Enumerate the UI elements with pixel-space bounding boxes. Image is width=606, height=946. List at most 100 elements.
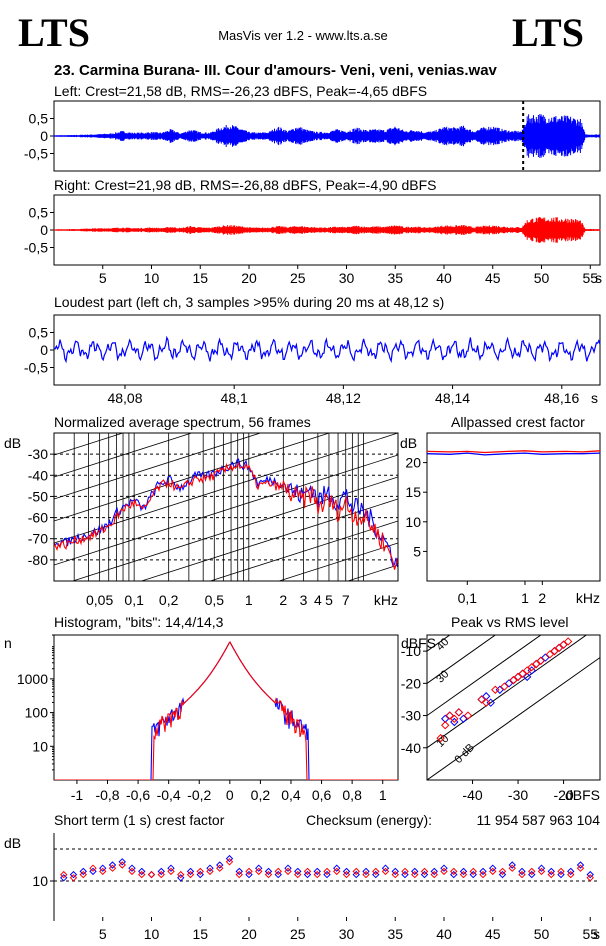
short-crest-point-right xyxy=(537,867,546,876)
left-channel-title: Left: Crest=21,58 dB, RMS=-26,23 dBFS, P… xyxy=(54,83,427,99)
short-crest-point-left xyxy=(303,870,312,879)
peak-rms-point-right xyxy=(559,640,568,649)
short-crest-point-left xyxy=(557,870,565,879)
left-channel-y-tick-label: -0,5 xyxy=(24,146,48,162)
right-channel-waveform xyxy=(53,217,601,243)
short-crest-point-left xyxy=(235,867,243,876)
peak-rms-x-tick-label: -40 xyxy=(462,787,482,803)
short-crest-point-left xyxy=(89,867,97,876)
peak-rms-point-right xyxy=(477,695,486,704)
short-crest-point-left xyxy=(99,864,107,872)
short-crest-point-right xyxy=(303,867,312,876)
short-crest-point-left xyxy=(518,867,526,876)
short-crest-point-right xyxy=(430,870,438,879)
spectrum-diag-line xyxy=(54,103,398,213)
spectrum-diag-line xyxy=(71,476,398,581)
peak-rms-point-right xyxy=(550,646,559,656)
left-channel-y-tick-label: 0 xyxy=(40,128,48,144)
short-crest-point-left xyxy=(450,870,458,879)
peak-rms-y-tick-label: -20 xyxy=(401,675,421,691)
logo-left: LTS xyxy=(18,10,90,55)
peak-rms-point-right xyxy=(500,682,509,691)
short-crest-x-tick-label: 5 xyxy=(99,926,107,942)
loudest-x-tick-label: 48,08 xyxy=(107,390,142,406)
short-crest-point-right xyxy=(479,870,487,879)
histogram-x-tick-label: -0,8 xyxy=(95,787,119,803)
short-crest-point-right xyxy=(128,867,136,876)
short-crest-point-left xyxy=(528,870,536,879)
peak-rms-point-right xyxy=(454,708,464,717)
short-crest-point-right xyxy=(440,867,448,876)
short-crest-point-left xyxy=(69,870,78,879)
peak-rms-y-tick-label: -10 xyxy=(401,643,421,659)
short-crest-point-right xyxy=(264,870,273,879)
short-crest-point-left xyxy=(225,854,234,863)
right-channel-x-tick-label: 20 xyxy=(241,270,257,286)
short-crest-point-left xyxy=(147,870,156,879)
short-crest-x-tick-label: 45 xyxy=(485,926,501,942)
short-crest-point-right xyxy=(352,867,360,876)
short-crest-point-left xyxy=(333,864,341,872)
short-crest-point-left xyxy=(186,867,195,876)
short-crest-y-unit: dB xyxy=(4,835,21,851)
short-crest-point-right xyxy=(245,867,253,876)
short-crest-point-right xyxy=(342,870,351,879)
peak-rms-x-tick-label: -20 xyxy=(553,787,573,803)
peak-rms-point-left xyxy=(541,653,550,662)
crest-line-label: 0 dB xyxy=(453,742,477,766)
short-crest-x-tick-label: 25 xyxy=(290,926,306,942)
short-crest-point-right xyxy=(313,870,321,879)
peak-rms-x-tick-label: -30 xyxy=(508,787,528,803)
histogram-x-tick-label: -0,6 xyxy=(126,787,150,803)
loudest-x-tick-label: 48,1 xyxy=(221,390,248,406)
crest-x-tick-label: 0,1 xyxy=(458,590,478,606)
crest-ref-line xyxy=(427,635,451,652)
short-crest-point-right xyxy=(576,864,585,872)
crest-x-unit: kHz xyxy=(576,590,600,606)
short-crest-point-left xyxy=(167,864,175,872)
spectrum-frame xyxy=(53,432,399,582)
short-crest-point-left xyxy=(196,870,204,879)
spectrum-diag-line xyxy=(277,542,398,581)
peak-rms-point-right xyxy=(532,659,541,669)
short-crest-point-right xyxy=(157,870,165,879)
crest-factor-series-right xyxy=(426,450,601,454)
short-crest-point-left xyxy=(118,858,126,866)
short-crest-point-right xyxy=(225,858,234,866)
short-crest-point-right xyxy=(518,870,526,879)
short-crest-point-left xyxy=(547,867,555,876)
short-crest-point-right xyxy=(567,870,575,879)
peak-rms-point-right xyxy=(450,714,459,723)
short-crest-point-left xyxy=(313,867,321,876)
short-crest-x-tick-label: 20 xyxy=(241,926,257,942)
crest-y-tick-label: 15 xyxy=(405,484,421,500)
peak-rms-point-right xyxy=(545,650,555,659)
crest-factor-title: Allpassed crest factor xyxy=(451,414,585,430)
histogram-x-tick-label: 0 xyxy=(226,787,234,803)
short-crest-point-right xyxy=(557,867,565,876)
right-channel-x-tick-label: 55 xyxy=(582,270,598,286)
short-crest-point-left xyxy=(420,870,429,879)
short-crest-point-right xyxy=(528,867,536,876)
spectrum-x-tick-label: 4 xyxy=(314,592,322,608)
spectrum-diag-line xyxy=(209,520,398,581)
short-crest-point-left xyxy=(537,864,546,872)
peak-rms-point-right xyxy=(509,675,518,685)
short-crest-point-left xyxy=(323,870,331,879)
short-crest-point-right xyxy=(167,867,175,876)
short-crest-point-right xyxy=(391,870,399,879)
short-crest-x-tick-label: 55 xyxy=(582,926,598,942)
crest-line-label: 30 xyxy=(434,668,451,685)
short-crest-x-unit: s xyxy=(593,926,600,942)
spectrum-x-tick-label: 0,05 xyxy=(86,592,113,608)
short-crest-point-right xyxy=(372,867,380,876)
spectrum-x-tick-label: 7 xyxy=(342,592,350,608)
short-crest-point-right xyxy=(108,864,117,872)
peak-rms-crest-lines xyxy=(427,635,600,780)
peak-rms-point-right xyxy=(536,656,546,665)
short-crest-point-right xyxy=(89,864,97,872)
short-term-crest-title: Short term (1 s) crest factor xyxy=(54,812,225,828)
short-crest-point-left xyxy=(489,864,497,872)
short-crest-point-right xyxy=(498,867,507,876)
right-channel-y-tick-label: 0,5 xyxy=(29,205,49,221)
